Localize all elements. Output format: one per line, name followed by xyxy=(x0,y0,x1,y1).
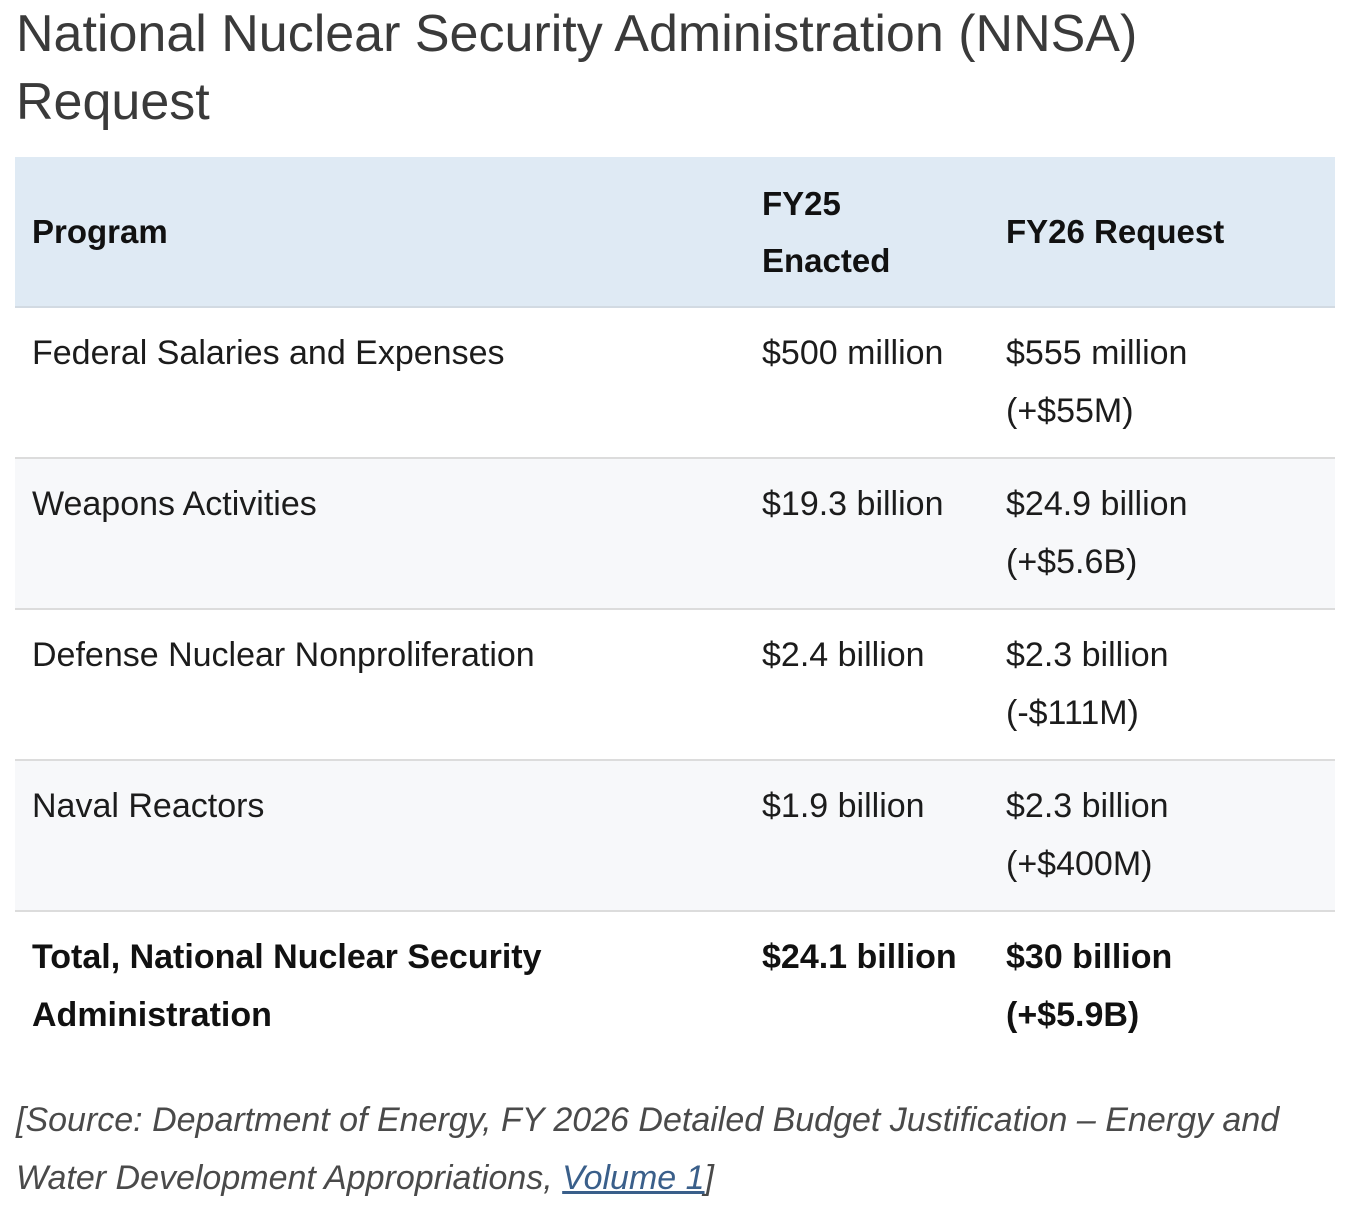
fy26-amount: $555 million xyxy=(1006,334,1188,372)
total-fy26-amount: $30 billion xyxy=(1006,938,1173,976)
fy26-change: (+$55M) xyxy=(1006,392,1134,430)
program-cell: Weapons Activities xyxy=(15,458,745,610)
table-row: Naval Reactors $1.9 billion $2.3 billion… xyxy=(15,760,1335,912)
header-fy25-enacted: FY25 Enacted xyxy=(745,157,989,308)
page-title: National Nuclear Security Administration… xyxy=(16,5,1138,131)
total-fy25-cell: $24.1 billion xyxy=(762,938,957,976)
program-cell: Federal Salaries and Expenses xyxy=(15,307,745,459)
table-row: Defense Nuclear Nonproliferation $2.4 bi… xyxy=(15,609,1335,761)
fy26-cell: $2.3 billion (+$400M) xyxy=(989,760,1335,912)
program-cell: Naval Reactors xyxy=(15,760,745,912)
fy25-cell: $2.4 billion xyxy=(745,609,989,761)
header-program: Program xyxy=(15,157,745,308)
source-suffix: ] xyxy=(704,1159,714,1197)
table-row: Federal Salaries and Expenses $500 milli… xyxy=(15,307,1335,459)
fy26-change: (-$111M) xyxy=(1006,694,1139,732)
table-header-row: Program FY25 Enacted FY26 Request xyxy=(15,157,1335,308)
total-program-cell: Total, National Nuclear Security Adminis… xyxy=(15,911,745,1062)
fy26-cell: $2.3 billion (-$111M) xyxy=(989,609,1335,761)
fy26-amount: $2.3 billion xyxy=(1006,636,1169,674)
fy25-cell: $19.3 billion xyxy=(745,458,989,610)
volume-1-link[interactable]: Volume 1 xyxy=(562,1159,705,1197)
fy26-change: (+$5.6B) xyxy=(1006,543,1138,581)
fy26-amount: $24.9 billion xyxy=(1006,485,1188,523)
table-row: Weapons Activities $19.3 billion $24.9 b… xyxy=(15,458,1335,610)
table-total-row: Total, National Nuclear Security Adminis… xyxy=(15,911,1335,1062)
header-fy25-line1: FY25 xyxy=(762,184,841,222)
total-fy26-change: (+$5.9B) xyxy=(1006,996,1140,1034)
fy26-amount: $2.3 billion xyxy=(1006,787,1169,825)
header-fy26-request: FY26 Request xyxy=(989,157,1335,308)
source-citation: [Source: Department of Energy, FY 2026 D… xyxy=(16,1091,1336,1207)
budget-table: Program FY25 Enacted FY26 Request Federa… xyxy=(15,157,1335,1062)
fy25-cell: $1.9 billion xyxy=(745,760,989,912)
total-program-line1: Total, National Nuclear Security xyxy=(32,938,542,976)
header-fy25-line2: Enacted xyxy=(762,241,891,279)
total-fy26-cell: $30 billion (+$5.9B) xyxy=(989,911,1335,1062)
fy26-change: (+$400M) xyxy=(1006,845,1153,883)
fy25-cell: $500 million xyxy=(745,307,989,459)
fy26-cell: $555 million (+$55M) xyxy=(989,307,1335,459)
program-cell: Defense Nuclear Nonproliferation xyxy=(15,609,745,761)
fy26-cell: $24.9 billion (+$5.6B) xyxy=(989,458,1335,610)
source-prefix: [Source: Department of Energy, FY 2026 D… xyxy=(16,1101,1280,1197)
total-program-line2: Administration xyxy=(32,996,272,1034)
